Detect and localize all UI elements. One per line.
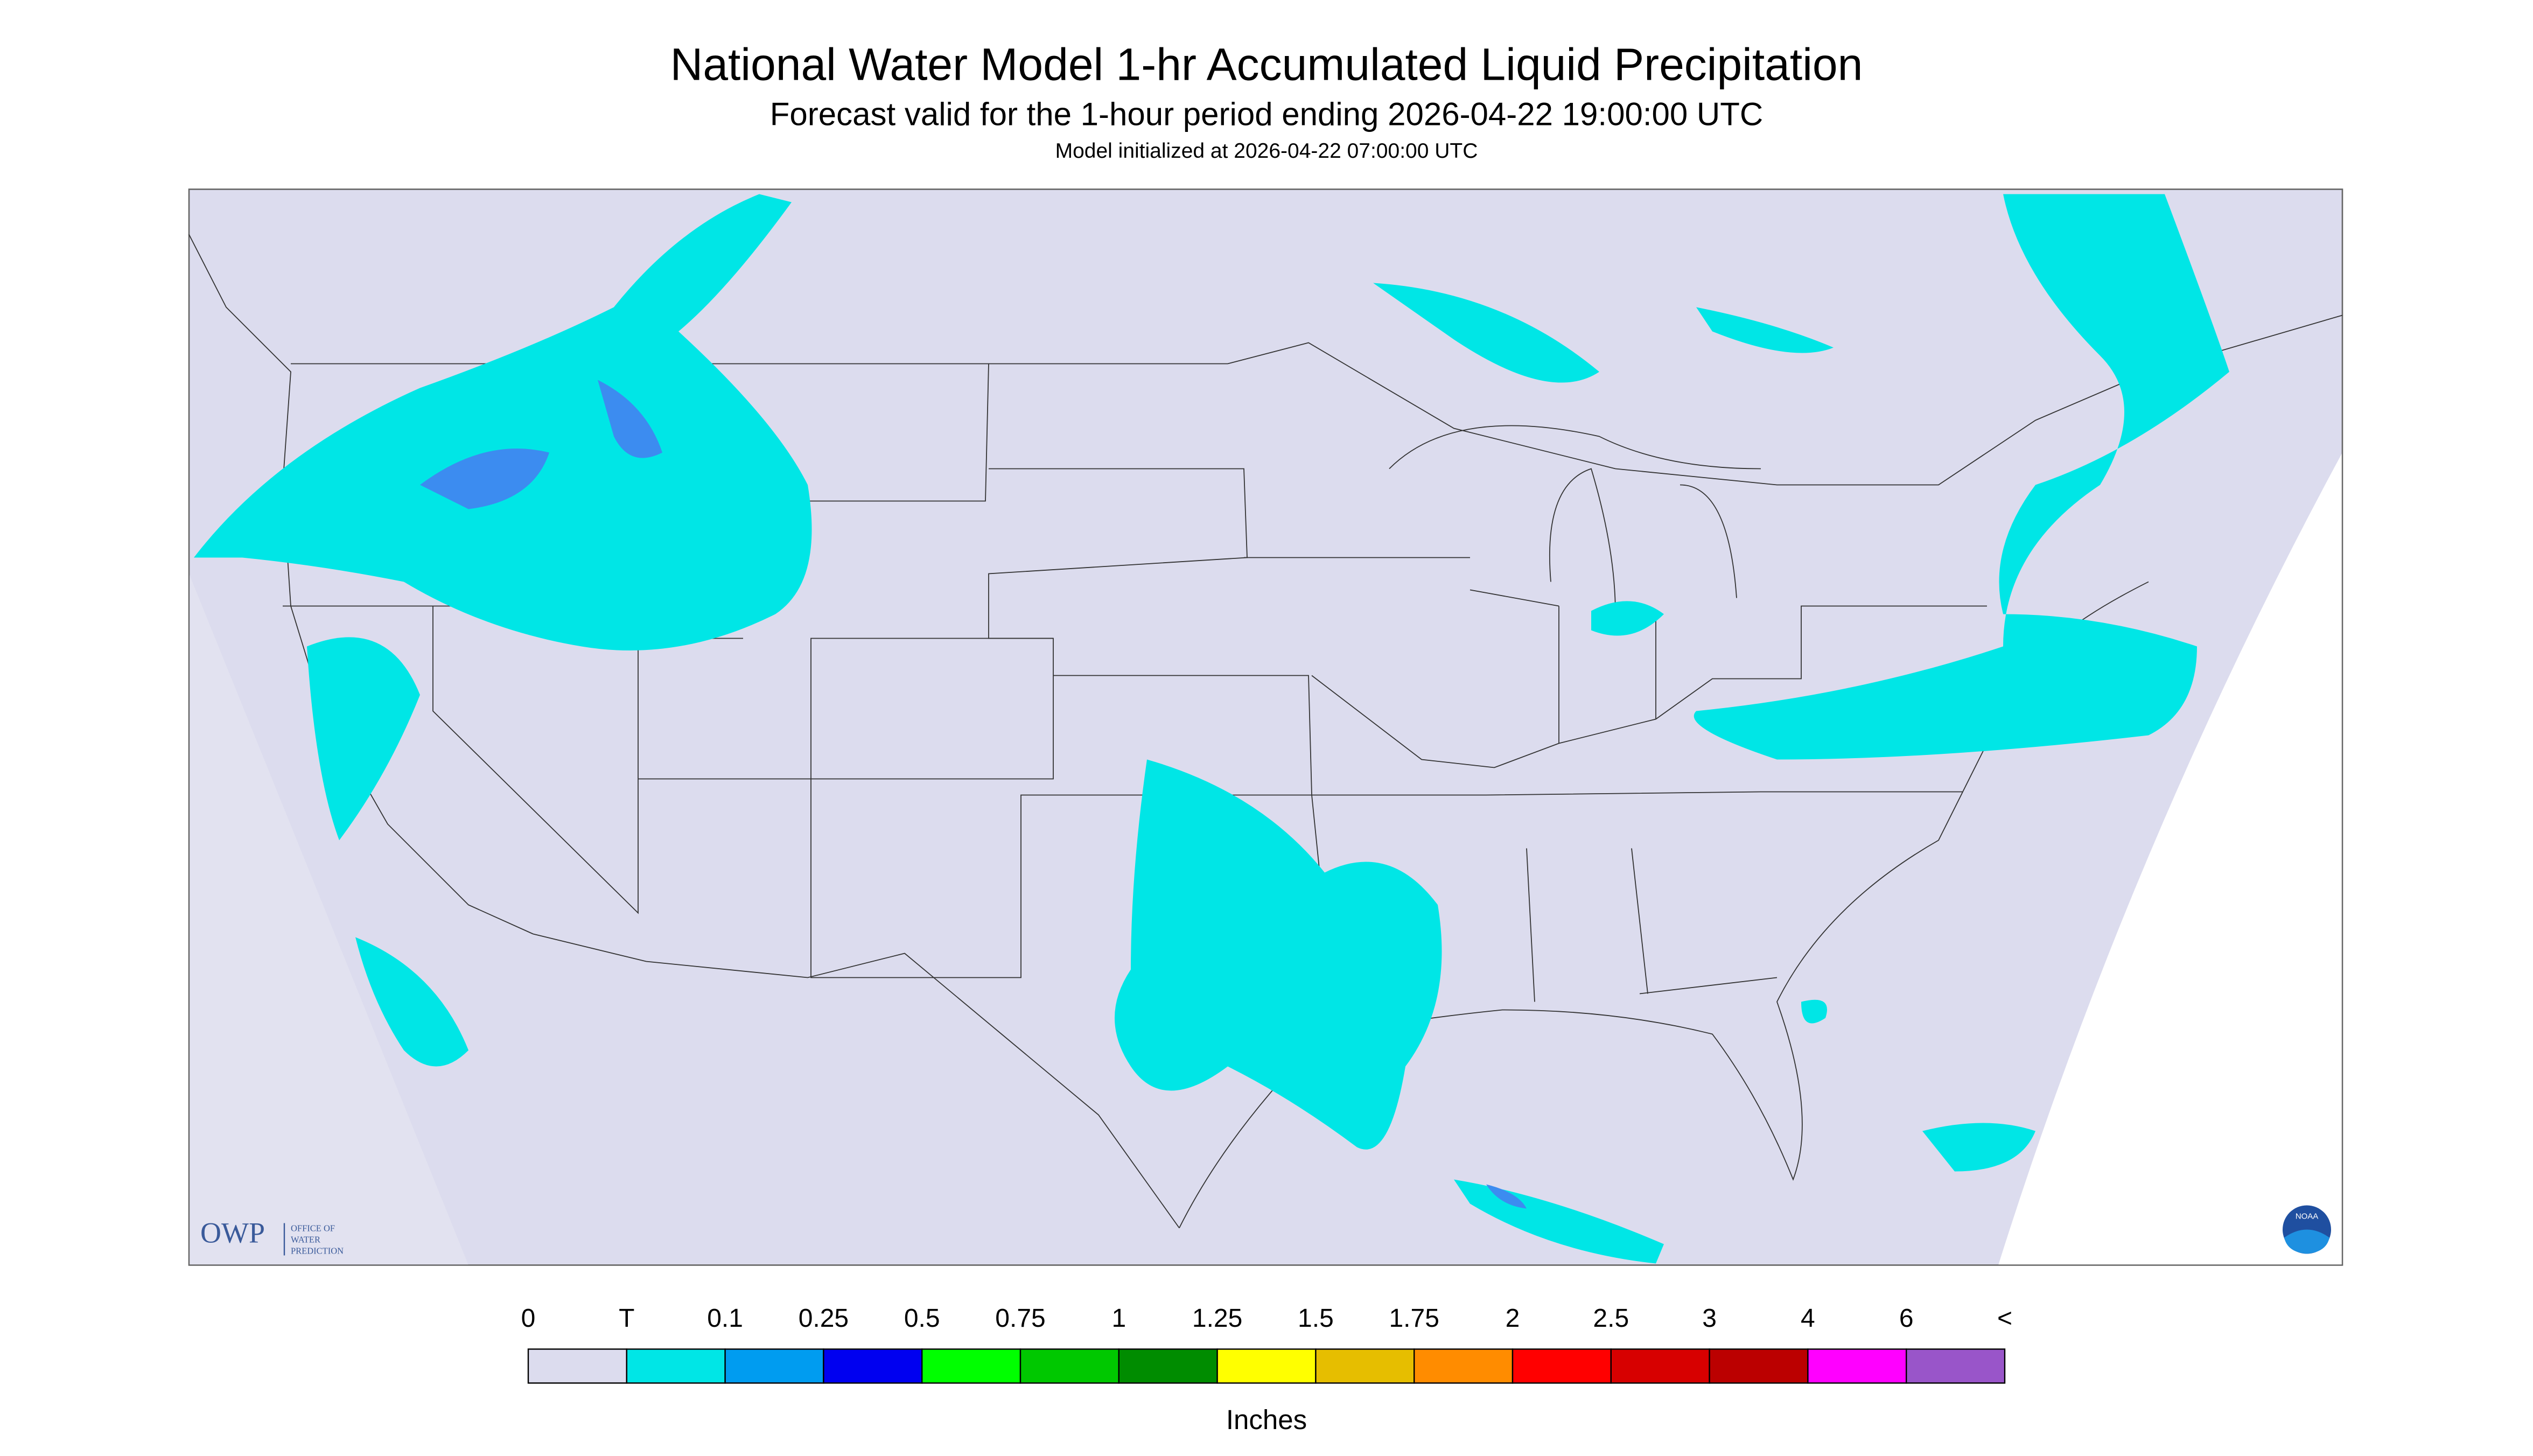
legend-swatch: [1610, 1348, 1710, 1384]
legend-label: 2.5: [1593, 1304, 1629, 1333]
logo-line: OFFICE OF: [291, 1223, 335, 1234]
precipitation: [194, 194, 2229, 1264]
legend-label: 0.25: [799, 1304, 849, 1333]
legend-swatch: [1512, 1348, 1612, 1384]
borders: [188, 234, 2343, 1229]
legend-label: 0.1: [707, 1304, 743, 1333]
title: National Water Model 1-hr Accumulated Li…: [670, 39, 1863, 90]
legend-label: 1.25: [1192, 1304, 1242, 1333]
legend-label: 1.75: [1389, 1304, 1439, 1333]
legend-swatch: [527, 1348, 628, 1384]
legend-swatch: [921, 1348, 1021, 1384]
subtitle: Forecast valid for the 1-hour period end…: [770, 96, 1763, 132]
noaa-logo: NOAA: [2283, 1205, 2331, 1254]
legend-label: 0.5: [904, 1304, 940, 1333]
logo-name: OWP: [200, 1217, 265, 1249]
legend-swatch: [1807, 1348, 1907, 1384]
legend-swatch: [1019, 1348, 1120, 1384]
legend-unit: Inches: [1226, 1404, 1307, 1435]
owp-logo: OWP OFFICE OF WATER PREDICTION: [200, 1217, 344, 1256]
legend-label: 0: [521, 1304, 536, 1333]
legend-label: 1: [1111, 1304, 1126, 1333]
legend-swatch: [823, 1348, 923, 1384]
map: [188, 188, 2343, 1266]
legend-label: 1.5: [1298, 1304, 1334, 1333]
legend-label: 3: [1702, 1304, 1717, 1333]
legend-swatch: [1315, 1348, 1415, 1384]
legend-swatch: [1709, 1348, 1809, 1384]
legend-swatch: [724, 1348, 824, 1384]
legend-label: 2: [1506, 1304, 1520, 1333]
legend-label: T: [619, 1304, 634, 1333]
legend-label: 6: [1899, 1304, 1914, 1333]
logo-line: WATER: [291, 1235, 320, 1245]
legend-swatch: [1216, 1348, 1317, 1384]
logo-line: PREDICTION: [291, 1246, 344, 1256]
legend-swatch: [1905, 1348, 2006, 1384]
legend-swatch: [1118, 1348, 1218, 1384]
init-time: Model initialized at 2026-04-22 07:00:00…: [1055, 139, 1478, 163]
legend-label: <: [1997, 1304, 2012, 1333]
legend-label: 4: [1801, 1304, 1815, 1333]
legend-label: 0.75: [995, 1304, 1045, 1333]
legend: 0 T 0.1 0.25 0.5 0.75 1 1.25 1.5 1.75 2 2.5 3 4 6 <: [521, 1304, 2012, 1384]
legend-swatch: [1414, 1348, 1514, 1384]
legend-swatch: [626, 1348, 726, 1384]
noaa-badge: NOAA: [2296, 1212, 2319, 1221]
